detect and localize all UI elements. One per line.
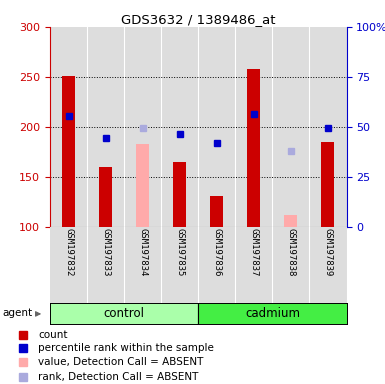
Bar: [273, 227, 310, 303]
Text: cadmium: cadmium: [245, 308, 300, 320]
Bar: [198, 27, 235, 227]
Title: GDS3632 / 1389486_at: GDS3632 / 1389486_at: [121, 13, 276, 26]
Text: GSM197832: GSM197832: [64, 228, 73, 276]
Text: agent: agent: [3, 308, 33, 318]
Text: GSM197838: GSM197838: [286, 228, 295, 276]
Bar: [235, 227, 273, 303]
Bar: [248, 69, 260, 227]
Bar: [161, 227, 198, 303]
Text: control: control: [104, 308, 145, 320]
Text: value, Detection Call = ABSENT: value, Detection Call = ABSENT: [38, 357, 204, 367]
Bar: [310, 27, 346, 227]
Bar: [50, 303, 198, 324]
Bar: [87, 227, 124, 303]
Text: GSM197835: GSM197835: [175, 228, 184, 276]
Bar: [50, 227, 87, 303]
Text: rank, Detection Call = ABSENT: rank, Detection Call = ABSENT: [38, 372, 199, 382]
Text: GSM197836: GSM197836: [212, 228, 221, 276]
Text: GSM197839: GSM197839: [323, 228, 333, 276]
Bar: [124, 227, 161, 303]
Text: count: count: [38, 330, 68, 340]
Bar: [285, 215, 297, 227]
Text: GSM197837: GSM197837: [249, 228, 258, 276]
Text: percentile rank within the sample: percentile rank within the sample: [38, 343, 214, 353]
Bar: [235, 27, 273, 227]
Bar: [273, 27, 310, 227]
Text: GSM197833: GSM197833: [101, 228, 110, 276]
Text: GSM197834: GSM197834: [138, 228, 147, 276]
Bar: [310, 227, 346, 303]
Bar: [50, 27, 87, 227]
Bar: [198, 303, 346, 324]
Bar: [210, 195, 223, 227]
Bar: [161, 27, 198, 227]
Bar: [173, 162, 186, 227]
Bar: [99, 167, 112, 227]
Bar: [87, 27, 124, 227]
Bar: [198, 227, 235, 303]
Bar: [124, 27, 161, 227]
Bar: [62, 76, 75, 227]
Bar: [136, 144, 149, 227]
Bar: [321, 142, 335, 227]
